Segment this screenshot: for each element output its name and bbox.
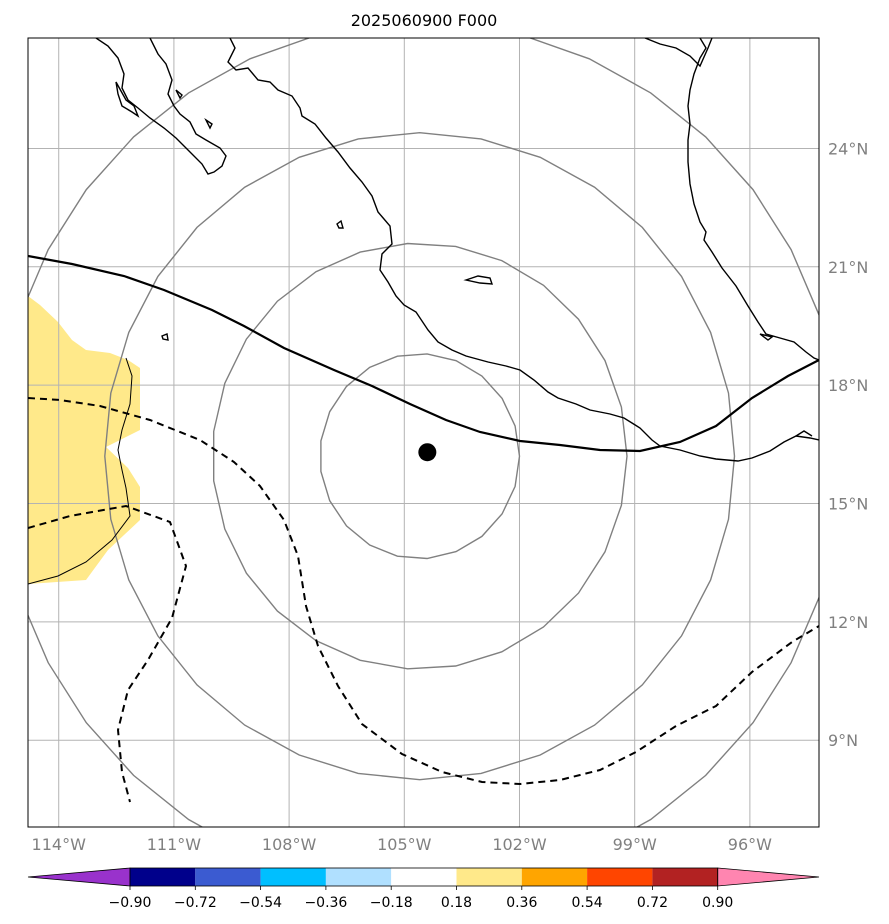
range-ring: [104, 131, 736, 781]
colorbar-tick-label: 0.90: [702, 895, 733, 911]
colorbar-segment: [195, 868, 261, 886]
island-small-3: [795, 430, 813, 437]
range-rings: [28, 38, 819, 827]
coastline-east-top: [644, 38, 713, 68]
anomaly-outline: [28, 357, 133, 585]
colorbar-tick-label: 0.72: [637, 895, 668, 911]
range-ring: [212, 242, 628, 670]
storm-center-marker: [418, 443, 437, 462]
colorbar-segment: [325, 868, 392, 886]
lon-tick-label: 111°W: [147, 835, 202, 854]
island-small-2: [161, 333, 169, 341]
coastline-baja-inner: [115, 81, 140, 118]
island-small-5: [204, 117, 213, 130]
range-ring: [28, 38, 819, 827]
lat-tick-label: 24°N: [828, 139, 868, 158]
contours-dashed: [28, 397, 819, 803]
map-panel: 114°W 111°W 108°W 105°W 102°W 99°W 96°W 24°N 21…: [27, 37, 868, 854]
colorbar-tick-label: −0.90: [109, 895, 152, 911]
lat-tick-label: 21°N: [828, 258, 868, 277]
range-ring: [320, 353, 521, 560]
island-tres-marias: [463, 275, 493, 285]
coastline-mainland-east: [687, 38, 819, 361]
map-title: 2025060900 F000: [351, 11, 498, 30]
colorbar-extend-high: [717, 867, 820, 887]
lat-tick-label: 12°N: [828, 613, 868, 632]
island-small-4: [175, 89, 183, 100]
map-background: [28, 38, 819, 827]
lon-tick-label: 102°W: [492, 835, 547, 854]
contour-solid: [28, 254, 819, 453]
colorbar-tick-label: −0.72: [174, 895, 217, 911]
colorbar-tick-label: −0.54: [239, 895, 282, 911]
colorbar-tick-label: 0.36: [506, 895, 537, 911]
colorbar-segment: [260, 868, 326, 886]
contour-dashed-1: [28, 397, 819, 786]
map-frame: [27, 37, 820, 828]
colorbar-frame: [129, 867, 719, 887]
island-small-1: [336, 219, 344, 229]
coastlines: [95, 38, 819, 462]
colorbar-segment: [456, 868, 522, 886]
colorbar: −0.90 −0.72 −0.54 −0.36 −0.18 0.18 0.36 0.54 0.7…: [27, 867, 820, 911]
colorbar-tick-label: 0.18: [441, 895, 472, 911]
coastline-mainland-west: [227, 38, 819, 462]
lat-tick-label: 18°N: [828, 376, 868, 395]
lat-tick-label: 9°N: [828, 731, 858, 750]
colorbar-segment: [130, 868, 196, 886]
lon-tick-label: 114°W: [32, 835, 87, 854]
colorbar-tick-label: −0.18: [370, 895, 413, 911]
lon-tick-label: 105°W: [377, 835, 432, 854]
colorbar-extend-low: [27, 867, 131, 887]
colorbar-tick-label: −0.36: [304, 895, 347, 911]
contour-dashed-2: [28, 504, 188, 803]
lon-tick-label: 108°W: [262, 835, 317, 854]
colorbar-segment: [391, 868, 457, 886]
lon-tick-label: 96°W: [728, 835, 772, 854]
longitude-labels: 114°W 111°W 108°W 105°W 102°W 99°W 96°W: [32, 835, 773, 854]
anomaly-shading: [28, 296, 140, 584]
lon-tick-label: 99°W: [613, 835, 657, 854]
island-small-6: [759, 333, 774, 341]
latitude-labels: 24°N 21°N 18°N 15°N 12°N 9°N: [828, 139, 868, 750]
coastline-baja: [95, 38, 227, 175]
lat-tick-label: 15°N: [828, 495, 868, 514]
gridlines: [28, 38, 819, 827]
colorbar-segment: [652, 868, 718, 886]
colorbar-tick-label: 0.54: [572, 895, 603, 911]
colorbar-segment: [587, 868, 653, 886]
colorbar-segment: [521, 868, 588, 886]
